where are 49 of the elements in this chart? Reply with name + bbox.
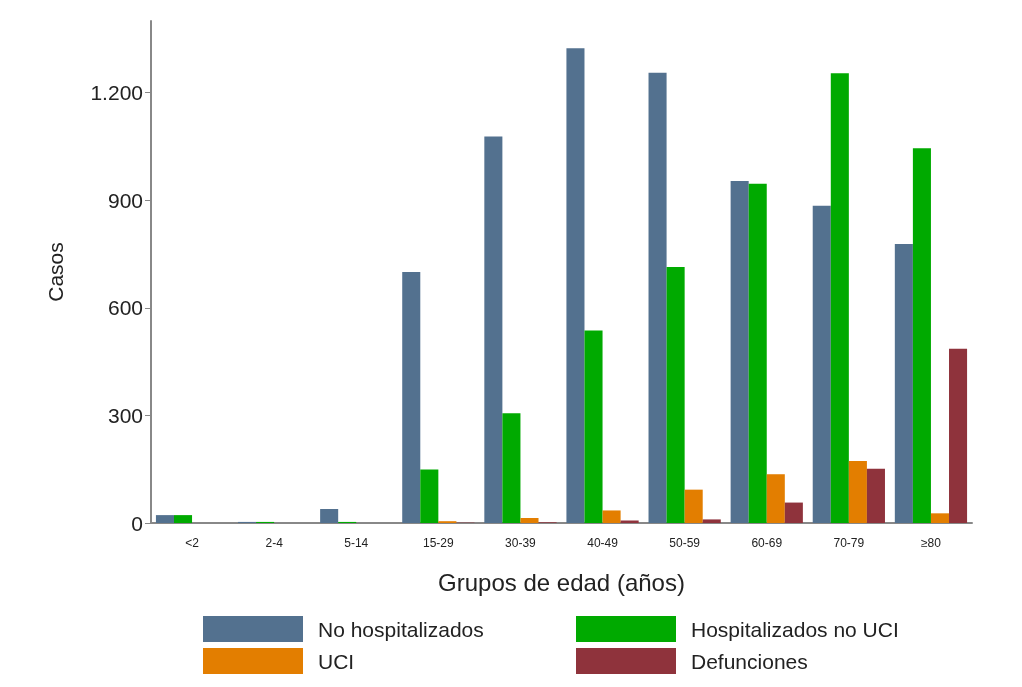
legend-label: Hospitalizados no UCI [691,617,899,641]
bar [320,509,339,523]
legend-label: No hospitalizados [318,617,484,641]
bar [666,266,685,523]
bar [949,348,968,523]
x-tick-label: 70-79 [833,536,865,550]
bar [566,48,585,523]
bar [730,180,749,523]
bar [584,330,603,523]
bar [502,413,521,523]
x-tick-label: 60-69 [751,536,783,550]
bar [848,460,867,523]
y-tick-label: 300 [107,403,143,427]
x-tick-label: 15-29 [423,536,455,550]
x-tick-label: 50-59 [669,536,701,550]
bar [648,72,667,523]
x-tick-label: 30-39 [505,536,537,550]
x-tick-label: 2-4 [265,536,284,550]
bar [830,73,849,523]
bar [520,517,539,523]
x-tick-label: <2 [185,536,200,550]
bar [402,272,421,523]
bar [784,502,803,523]
bar [684,489,703,523]
y-tick-label: 600 [107,296,143,320]
bar [155,515,174,523]
y-tick-label: 900 [107,188,143,212]
x-axis-title: Grupos de edad (años) [438,568,685,596]
y-axis-title: Casos [44,242,67,302]
bar [930,513,950,523]
bar [602,510,621,523]
bar [894,244,913,523]
legend-label: Defunciones [691,649,808,673]
x-tick-label: 40-49 [587,536,619,550]
bar [866,468,885,523]
bar [420,469,439,523]
y-tick-label: 1.200 [90,81,143,105]
bar [702,519,721,523]
legend-label: UCI [318,649,355,673]
bar [766,474,785,523]
bar [812,205,831,523]
y-tick-label: 0 [131,511,143,535]
bar [620,520,639,523]
x-tick-label: ≥80 [920,536,942,550]
bar [912,148,931,523]
bar [484,136,503,523]
bar [748,183,767,523]
x-tick-label: 5-14 [344,536,369,550]
bar [173,515,193,523]
